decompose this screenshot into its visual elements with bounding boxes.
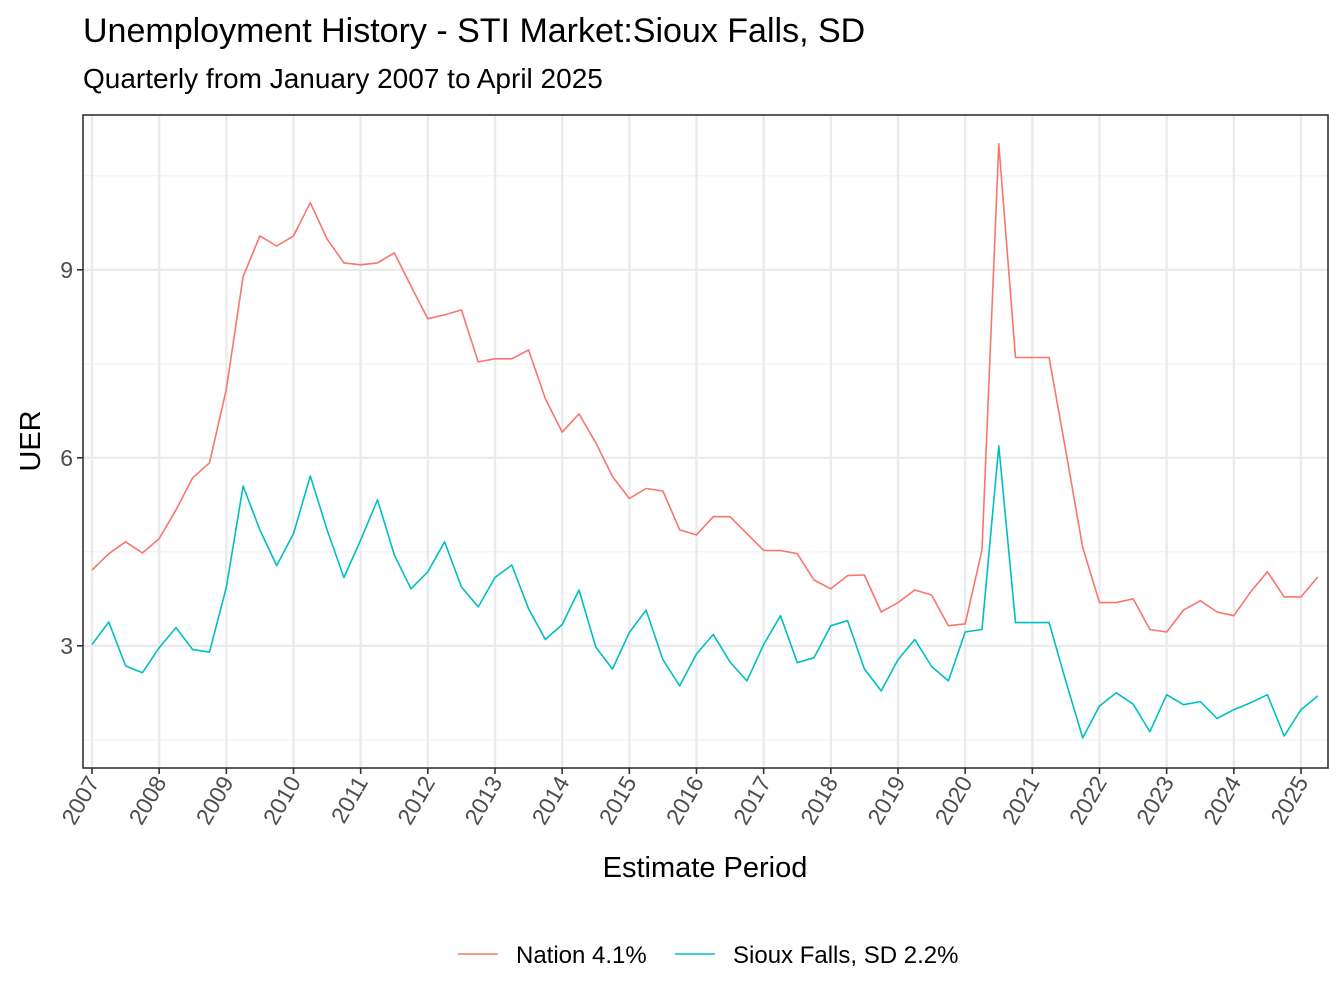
chart-title: Unemployment History - STI Market:Sioux … [83,12,866,50]
x-tick-label: 2009 [191,772,239,829]
y-axis-label: UER [15,410,47,471]
x-tick-label: 2020 [929,772,977,829]
legend: Nation 4.1% Sioux Falls, SD 2.2% [458,942,958,969]
series-line-nation [91,143,1319,633]
y-tick-label: 3 [60,633,73,659]
series-line-sioux-falls [91,445,1319,739]
grid [83,115,1328,768]
x-tick-label: 2010 [258,772,306,829]
x-tick-label: 2007 [56,772,104,829]
y-tick-label: 6 [60,445,73,471]
x-tick-label: 2025 [1265,772,1313,829]
x-tick-label: 2018 [795,772,843,829]
x-tick-label: 2022 [1064,772,1112,829]
legend-label: Sioux Falls, SD 2.2% [733,942,958,969]
y-tick-label: 9 [60,257,73,283]
legend-label: Nation 4.1% [516,942,647,969]
x-tick-label: 2016 [661,772,709,829]
x-tick-label: 2019 [862,772,910,829]
x-tick-label: 2021 [997,772,1045,829]
x-tick-label: 2024 [1198,771,1246,828]
x-tick-label: 2023 [1131,772,1179,829]
x-tick-label: 2014 [526,771,574,828]
axes: 3 6 9 2007 2008 2009 2010 2011 2012 2013 2014 2015 2… [56,257,1313,829]
plot-panel [82,114,1329,769]
x-tick-label: 2017 [728,772,776,829]
chart-subtitle: Quarterly from January 2007 to April 202… [83,63,603,94]
x-tick-label: 2013 [459,772,507,829]
x-tick-label: 2011 [326,772,373,828]
x-tick-label: 2008 [123,772,171,829]
x-tick-label: 2015 [594,772,642,829]
x-axis-label: Estimate Period [603,852,808,884]
x-tick-label: 2012 [392,772,440,829]
series-lines [91,143,1319,739]
